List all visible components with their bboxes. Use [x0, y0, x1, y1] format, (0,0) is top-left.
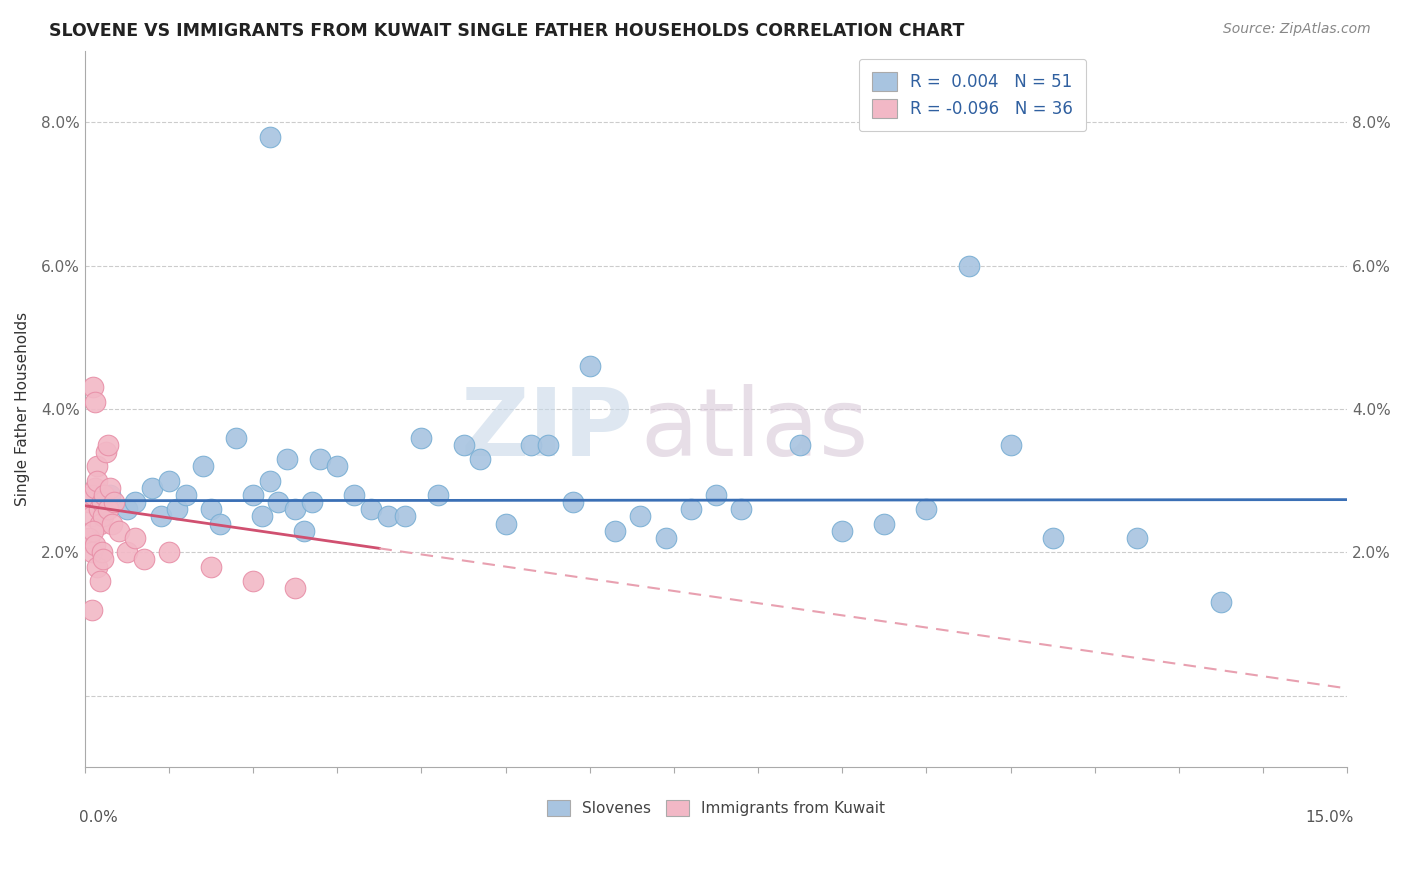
- Text: 15.0%: 15.0%: [1305, 810, 1354, 825]
- Text: Source: ZipAtlas.com: Source: ZipAtlas.com: [1223, 22, 1371, 37]
- Point: [208, 516, 231, 531]
- Point: [730, 502, 752, 516]
- Point: [97, 438, 120, 452]
- Point: [157, 474, 180, 488]
- Point: [915, 502, 938, 516]
- Point: [259, 129, 281, 144]
- Point: [292, 524, 315, 538]
- Point: [343, 488, 366, 502]
- Point: [191, 459, 214, 474]
- Point: [831, 524, 853, 538]
- Point: [86, 459, 108, 474]
- Point: [537, 438, 560, 452]
- Point: [86, 559, 108, 574]
- Point: [94, 445, 117, 459]
- Point: [427, 488, 450, 502]
- Point: [957, 259, 980, 273]
- Point: [89, 502, 111, 516]
- Point: [80, 509, 103, 524]
- Point: [603, 524, 626, 538]
- Point: [789, 438, 811, 452]
- Point: [98, 481, 121, 495]
- Point: [93, 488, 115, 502]
- Point: [242, 488, 264, 502]
- Point: [149, 509, 172, 524]
- Point: [301, 495, 323, 509]
- Point: [1209, 595, 1232, 609]
- Point: [101, 516, 124, 531]
- Point: [394, 509, 416, 524]
- Point: [284, 502, 307, 516]
- Point: [628, 509, 651, 524]
- Point: [200, 559, 222, 574]
- Point: [84, 394, 107, 409]
- Point: [679, 502, 702, 516]
- Point: [166, 502, 188, 516]
- Point: [225, 431, 247, 445]
- Point: [93, 552, 115, 566]
- Point: [276, 452, 298, 467]
- Point: [562, 495, 585, 509]
- Point: [97, 502, 120, 516]
- Point: [284, 581, 307, 595]
- Point: [93, 509, 115, 524]
- Point: [377, 509, 399, 524]
- Point: [115, 502, 138, 516]
- Legend: Slovenes, Immigrants from Kuwait: Slovenes, Immigrants from Kuwait: [538, 792, 893, 824]
- Point: [704, 488, 727, 502]
- Point: [77, 495, 100, 509]
- Point: [1042, 531, 1064, 545]
- Point: [453, 438, 475, 452]
- Point: [267, 495, 290, 509]
- Point: [84, 481, 107, 495]
- Point: [103, 495, 125, 509]
- Text: ZIP: ZIP: [461, 384, 634, 476]
- Point: [309, 452, 332, 467]
- Point: [89, 516, 111, 531]
- Point: [107, 524, 129, 538]
- Point: [259, 474, 281, 488]
- Point: [124, 531, 146, 545]
- Point: [470, 452, 492, 467]
- Point: [411, 431, 433, 445]
- Point: [1000, 438, 1022, 452]
- Y-axis label: Single Father Households: Single Father Households: [15, 312, 30, 506]
- Point: [873, 516, 896, 531]
- Point: [141, 481, 163, 495]
- Point: [578, 359, 600, 373]
- Point: [124, 495, 146, 509]
- Point: [174, 488, 197, 502]
- Point: [326, 459, 349, 474]
- Text: SLOVENE VS IMMIGRANTS FROM KUWAIT SINGLE FATHER HOUSEHOLDS CORRELATION CHART: SLOVENE VS IMMIGRANTS FROM KUWAIT SINGLE…: [49, 22, 965, 40]
- Point: [82, 524, 104, 538]
- Point: [115, 545, 138, 559]
- Point: [360, 502, 382, 516]
- Point: [495, 516, 517, 531]
- Text: 0.0%: 0.0%: [79, 810, 117, 825]
- Point: [84, 538, 107, 552]
- Point: [1126, 531, 1149, 545]
- Point: [80, 545, 103, 559]
- Point: [250, 509, 273, 524]
- Point: [90, 545, 112, 559]
- Text: atlas: atlas: [640, 384, 869, 476]
- Point: [98, 488, 121, 502]
- Point: [90, 495, 112, 509]
- Point: [242, 574, 264, 588]
- Point: [654, 531, 676, 545]
- Point: [82, 380, 104, 394]
- Point: [82, 488, 104, 502]
- Point: [89, 574, 111, 588]
- Point: [520, 438, 543, 452]
- Point: [157, 545, 180, 559]
- Point: [200, 502, 222, 516]
- Point: [80, 602, 103, 616]
- Point: [77, 531, 100, 545]
- Point: [86, 474, 108, 488]
- Point: [132, 552, 155, 566]
